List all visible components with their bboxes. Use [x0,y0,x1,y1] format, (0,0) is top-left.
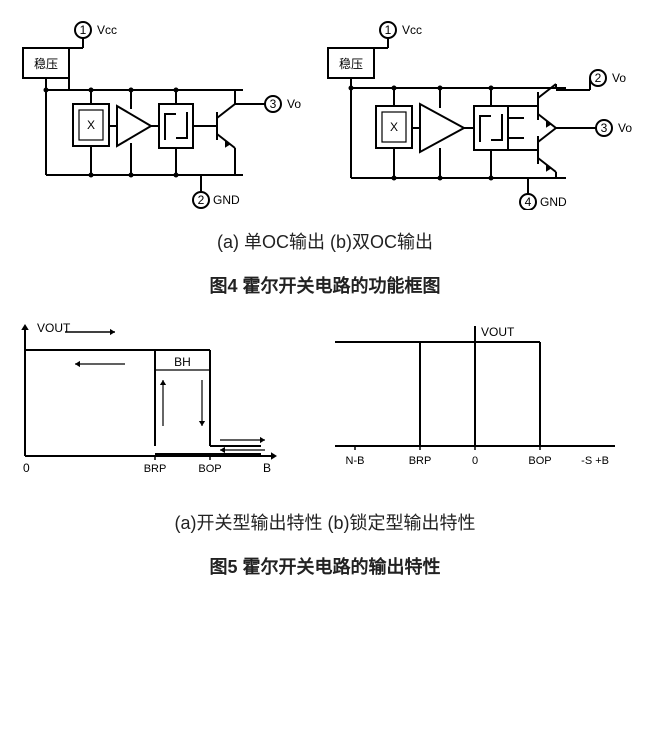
svg-text:BOP: BOP [198,463,221,475]
svg-text:3: 3 [269,97,276,111]
svg-text:-S +B: -S +B [581,455,609,467]
fig5-ab-caption: (a)开关型输出特性 (b)锁定型输出特性 [10,509,640,535]
svg-text:2: 2 [197,193,204,207]
svg-text:GND: GND [540,195,567,209]
svg-text:Vo: Vo [287,97,301,111]
svg-text:1: 1 [79,23,86,37]
fig5-title: 图5 霍尔开关电路的输出特性 [10,553,640,579]
svg-text:X: X [86,118,94,132]
chart-a-svg: VOUT BH 0 BRP BOP B [15,316,315,491]
svg-text:4: 4 [524,195,531,209]
svg-text:X: X [389,120,397,134]
svg-text:B: B [263,461,271,475]
fig5-row: VOUT BH 0 BRP BOP B VOUT N-B BRP 0 BOP -S +B [10,316,640,491]
svg-text:稳压: 稳压 [338,56,362,71]
svg-text:0: 0 [472,455,478,467]
svg-text:3: 3 [600,121,607,135]
svg-text:Vcc: Vcc [402,23,422,37]
svg-text:0: 0 [23,461,30,475]
svg-text:BRP: BRP [409,455,432,467]
svg-text:BOP: BOP [528,455,551,467]
svg-text:Vo: Vo [618,121,632,135]
svg-text:1: 1 [384,23,391,37]
svg-text:BRP: BRP [144,463,167,475]
chart-b-svg: VOUT N-B BRP 0 BOP -S +B [325,316,635,491]
svg-text:VOUT: VOUT [37,321,71,335]
svg-text:稳压: 稳压 [33,56,57,71]
svg-text:Vcc: Vcc [97,23,117,37]
svg-text:BH: BH [174,355,191,369]
fig4-row: 稳压 1 Vcc X 3 Vo 2 GND 稳压 1 Vcc X 2 Vo 3 Vo 4 GND [10,10,640,210]
svg-text:N-B: N-B [346,455,365,467]
svg-text:Vo: Vo [612,71,626,85]
svg-text:VOUT: VOUT [481,325,515,339]
svg-text:2: 2 [594,71,601,85]
fig4-ab-caption: (a) 单OC输出 (b)双OC输出 [10,228,640,254]
circuit-a-svg: 稳压 1 Vcc X 3 Vo 2 GND [13,10,313,210]
circuit-b-svg: 稳压 1 Vcc X 2 Vo 3 Vo 4 GND [318,10,638,210]
svg-text:GND: GND [213,193,240,207]
fig4-title: 图4 霍尔开关电路的功能框图 [10,272,640,298]
